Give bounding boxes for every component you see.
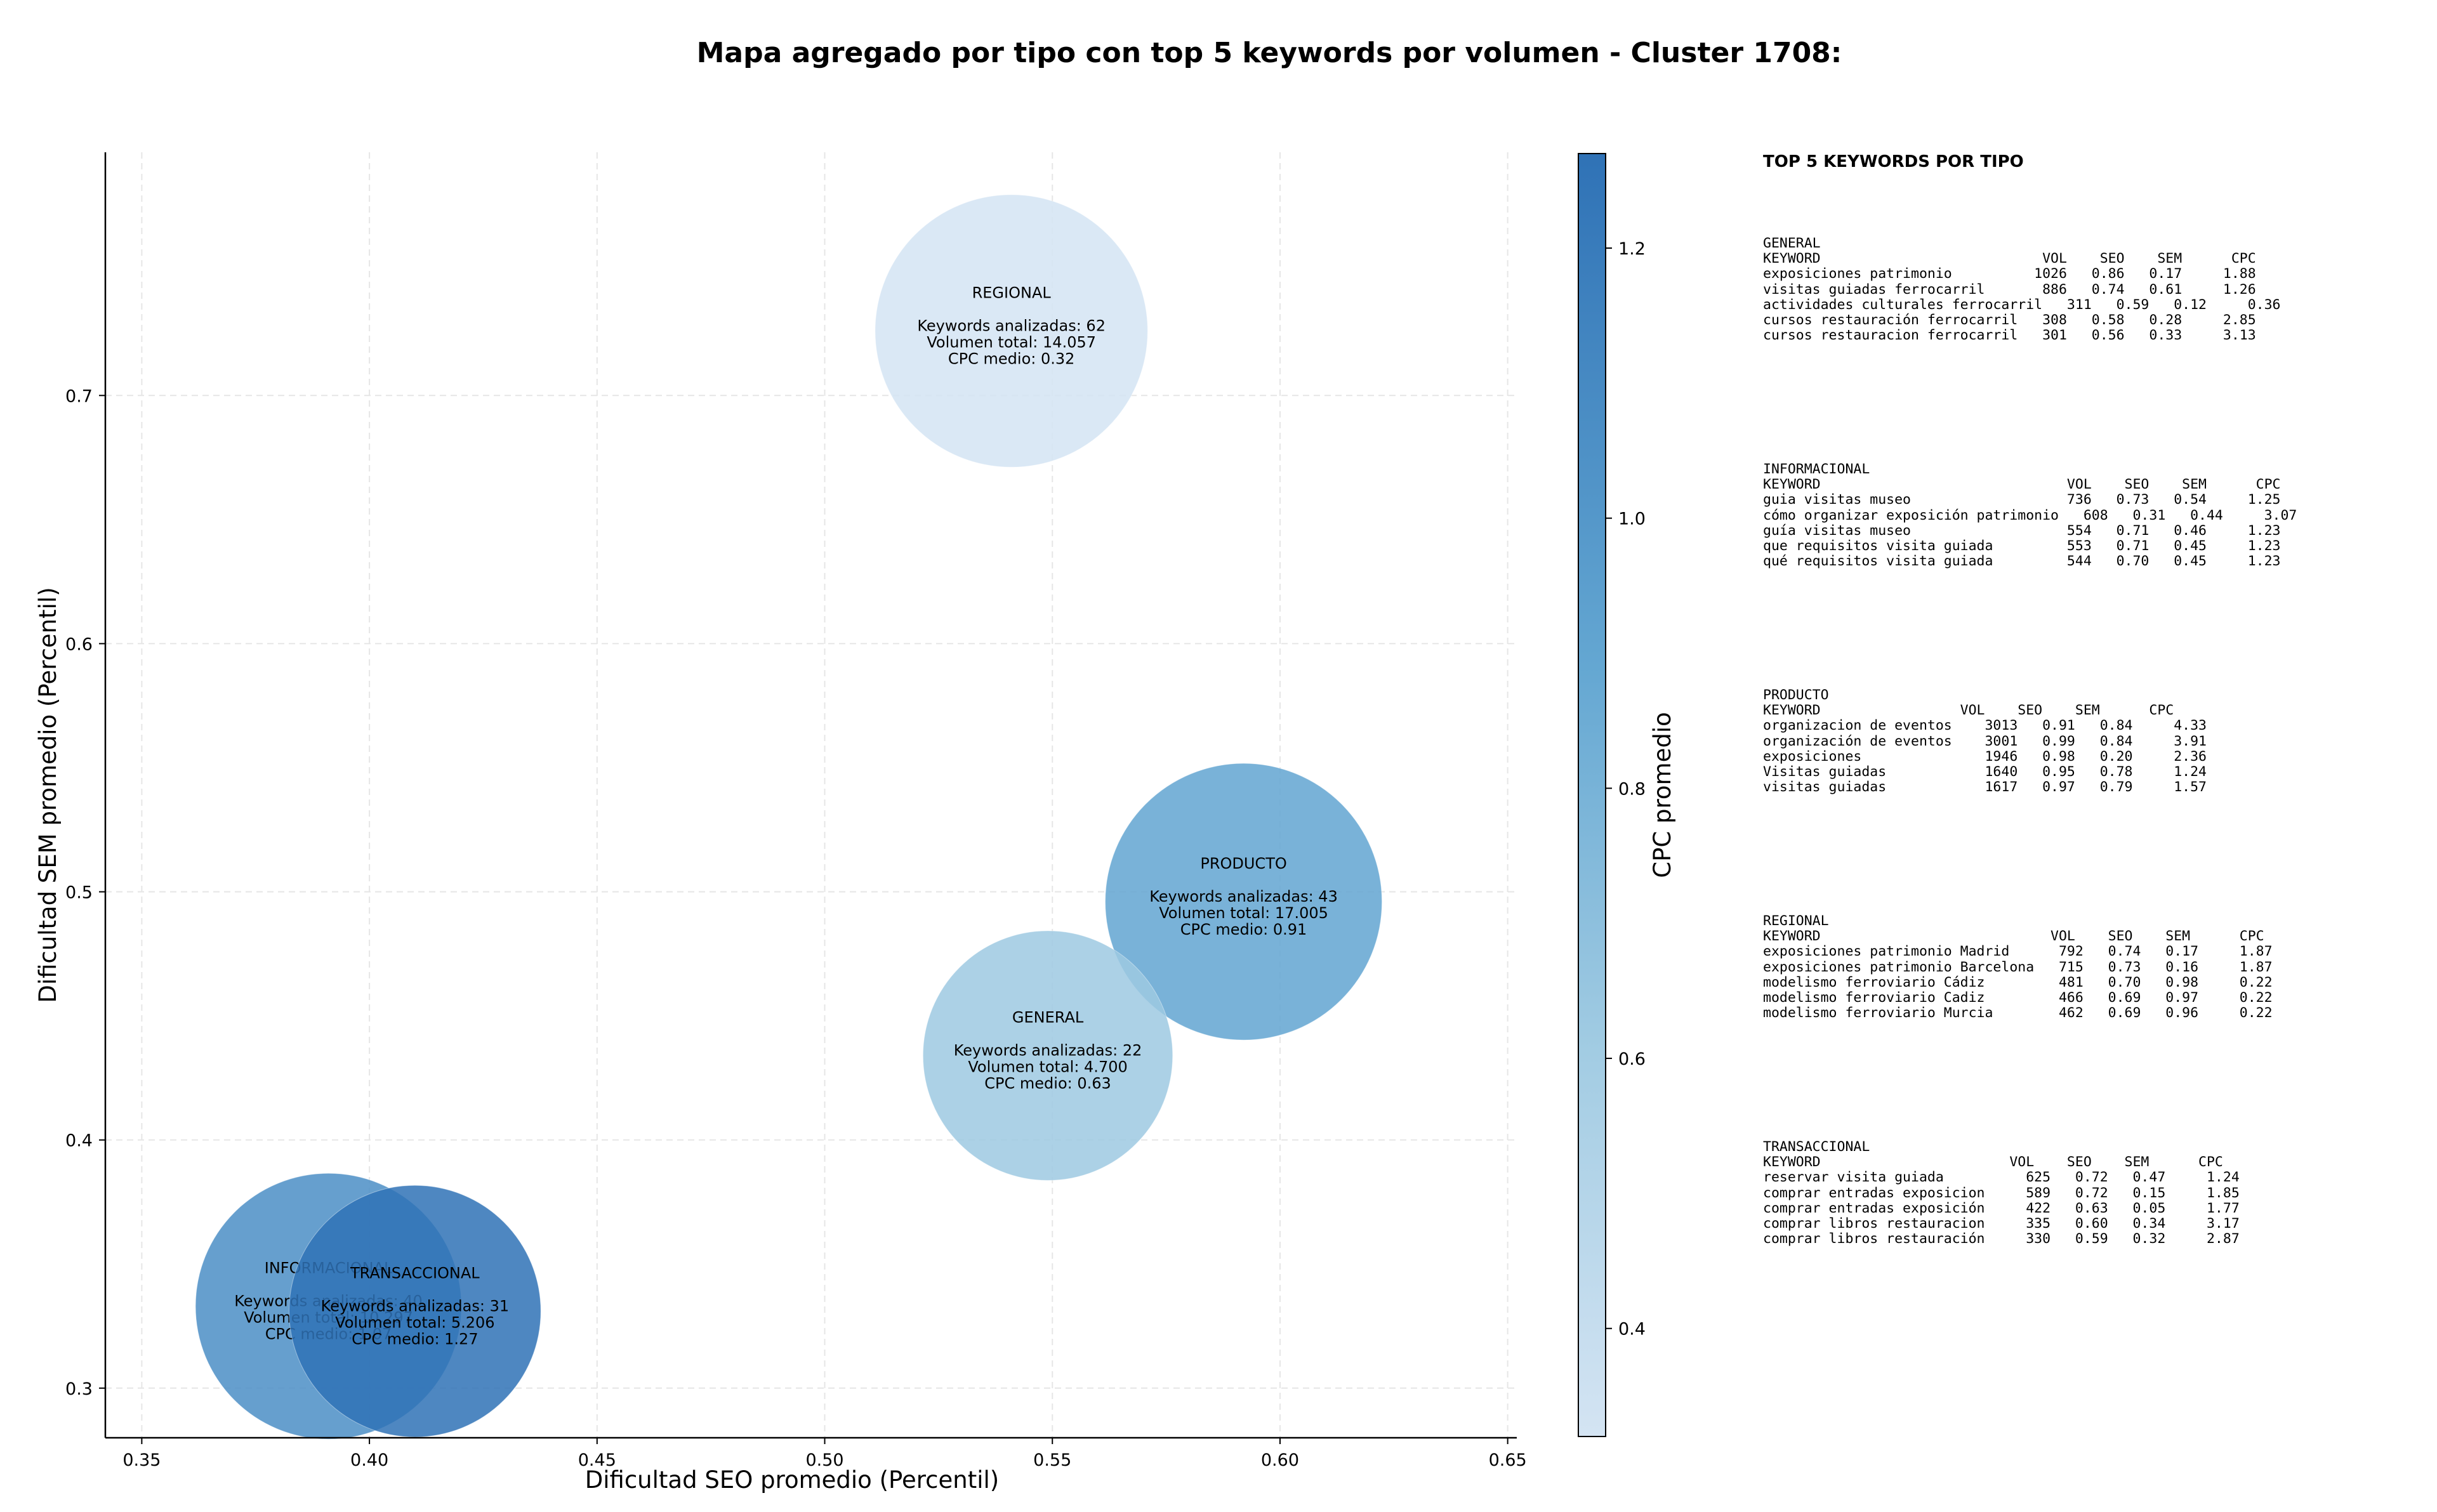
block-header: KEYWORD VOL SEO SEM CPC: [1763, 477, 2281, 493]
y-tick-label: 0.4: [65, 1131, 93, 1151]
keyword-row: modelismo ferroviario Cadiz 466 0.69 0.9…: [1763, 990, 2273, 1006]
keyword-row: actividades culturales ferrocarril 311 0…: [1763, 296, 2281, 313]
block-header: KEYWORD VOL SEO SEM CPC: [1763, 251, 2256, 267]
block-title: PRODUCTO: [1763, 687, 1829, 703]
keyword-row: modelismo ferroviario Cádiz 481 0.70 0.9…: [1763, 974, 2273, 990]
keyword-row: guía visitas museo 554 0.71 0.46 1.23: [1763, 522, 2281, 539]
keyword-row: qué requisitos visita guiada 544 0.70 0.…: [1763, 553, 2281, 570]
keyword-block-regional: REGIONAL KEYWORD VOL SEO SEM CPC exposicio…: [1763, 913, 2423, 1140]
grid-lines: [105, 152, 1517, 1438]
bubble-label-line: CPC medio: 0.63: [984, 1075, 1111, 1093]
keyword-row: cómo organizar exposición patrimonio 608…: [1763, 507, 2297, 523]
block-title: INFORMACIONAL: [1763, 461, 1870, 477]
bubble-label-line: CPC medio: 0.91: [1180, 921, 1307, 938]
keyword-block-transaccional: TRANSACCIONAL KEYWORD VOL SEO SEM CPC rese…: [1763, 1139, 2423, 1365]
block-header: KEYWORD VOL SEO SEM CPC: [1763, 1154, 2223, 1171]
keyword-row: cursos restauracion ferrocarril 301 0.56…: [1763, 327, 2256, 344]
bubble-label-line: Keywords analizadas: 31: [321, 1298, 510, 1315]
keyword-row: exposiciones patrimonio Barcelona 715 0.…: [1763, 959, 2273, 975]
colorbar-tick-label: 1.2: [1618, 239, 1646, 259]
keyword-row: visitas guiadas ferrocarril 886 0.74 0.6…: [1763, 281, 2256, 298]
bubble-label-line: CPC medio: 0.32: [948, 350, 1075, 368]
bubble-label-name: TRANSACCIONAL: [350, 1265, 480, 1282]
y-tick-label: 0.3: [65, 1379, 93, 1399]
keyword-row: comprar libros restauración 330 0.59 0.3…: [1763, 1231, 2240, 1247]
y-tick-label: 0.5: [65, 883, 93, 903]
bubble-label-name: REGIONAL: [972, 284, 1052, 302]
bubble-regional: [875, 194, 1148, 468]
x-tick-label: 0.35: [122, 1450, 161, 1470]
y-axis-label: Dificultad SEM promedio (Percentil): [34, 587, 62, 1003]
x-axis-label: Dificultad SEO promedio (Percentil): [585, 1466, 999, 1494]
bubble-label-line: Volumen total: 14.057: [927, 334, 1096, 352]
block-header: KEYWORD VOL SEO SEM CPC: [1763, 702, 2174, 719]
x-tick-label: 0.40: [350, 1450, 388, 1470]
colorbar-label: CPC promedio: [1649, 712, 1676, 878]
keyword-row: que requisitos visita guiada 553 0.71 0.…: [1763, 538, 2281, 555]
keyword-row: exposiciones 1946 0.98 0.20 2.36: [1763, 748, 2207, 765]
keyword-row: visitas guiadas 1617 0.97 0.79 1.57: [1763, 779, 2207, 796]
bubble-label-line: Keywords analizadas: 22: [954, 1042, 1142, 1060]
panel-title: TOP 5 KEYWORDS POR TIPO: [1763, 152, 2024, 171]
bubble-general: [922, 930, 1173, 1181]
block-header: KEYWORD VOL SEO SEM CPC: [1763, 928, 2264, 945]
keyword-row: exposiciones patrimonio 1026 0.86 0.17 1…: [1763, 266, 2256, 282]
keyword-row: exposiciones patrimonio Madrid 792 0.74 …: [1763, 943, 2273, 960]
chart-title: Mapa agregado por tipo con top 5 keyword…: [696, 37, 1842, 69]
x-tick-label: 0.60: [1261, 1450, 1299, 1470]
x-tick-label: 0.65: [1489, 1450, 1527, 1470]
bubble-label-line: Volumen total: 17.005: [1159, 904, 1328, 922]
bubble-label-name: GENERAL: [1012, 1009, 1084, 1027]
keyword-row: Visitas guiadas 1640 0.95 0.78 1.24: [1763, 764, 2207, 780]
colorbar: 0.4 0.6 0.8 1.0 1.2 CPC promedio: [1578, 153, 1676, 1437]
colorbar-tick-label: 0.4: [1618, 1320, 1646, 1339]
keyword-block-producto: PRODUCTO KEYWORD VOL SEO SEM CPC organizac…: [1763, 687, 2423, 914]
keyword-row: organizacion de eventos 3013 0.91 0.84 4…: [1763, 718, 2207, 734]
keyword-block-informacional: INFORMACIONAL KEYWORD VOL SEO SEM CPC guia…: [1763, 461, 2423, 688]
keyword-row: organización de eventos 3001 0.99 0.84 3…: [1763, 733, 2207, 749]
bubble-label-line: Keywords analizadas: 43: [1149, 888, 1338, 905]
bubble-label-line: Volumen total: 4.700: [968, 1058, 1127, 1076]
bubble-label-line: CPC medio: 1.27: [352, 1331, 479, 1348]
block-title: GENERAL: [1763, 235, 1821, 251]
colorbar-gradient: [1578, 153, 1606, 1437]
keyword-row: comprar libros restauracion 335 0.60 0.3…: [1763, 1216, 2240, 1232]
x-tick-label: 0.55: [1033, 1450, 1071, 1470]
keyword-row: comprar entradas exposición 422 0.63 0.0…: [1763, 1200, 2240, 1216]
keyword-row: comprar entradas exposicion 589 0.72 0.1…: [1763, 1185, 2240, 1201]
keyword-row: guia visitas museo 736 0.73 0.54 1.25: [1763, 492, 2281, 508]
keyword-block-general: GENERAL KEYWORD VOL SEO SEM CPC exposicion…: [1763, 235, 2423, 462]
y-tick-label: 0.6: [65, 634, 93, 654]
bubble-label-name: PRODUCTO: [1200, 855, 1286, 872]
keyword-row: cursos restauración ferrocarril 308 0.58…: [1763, 312, 2256, 329]
bubble-producto: [1105, 763, 1383, 1041]
keyword-row: modelismo ferroviario Murcia 462 0.69 0.…: [1763, 1005, 2273, 1022]
block-title: TRANSACCIONAL: [1763, 1139, 1870, 1155]
bubble-label-line: Volumen total: 5.206: [335, 1314, 494, 1332]
colorbar-tick-label: 0.8: [1618, 779, 1646, 799]
x-tick-label: 0.45: [578, 1450, 616, 1470]
keyword-row: reservar visita guiada 625 0.72 0.47 1.2…: [1763, 1169, 2240, 1186]
x-tick-label: 0.50: [805, 1450, 843, 1470]
colorbar-tick-label: 1.0: [1618, 509, 1646, 529]
keywords-panel: TOP 5 KEYWORDS POR TIPO GENERAL KEYWORD V…: [1763, 152, 2423, 1365]
colorbar-tick-label: 0.6: [1618, 1049, 1646, 1069]
block-title: REGIONAL: [1763, 913, 1829, 929]
bubble-label-line: Keywords analizadas: 62: [917, 317, 1106, 335]
axes: 0.35 0.40 0.45 0.50 0.55 0.60 0.65 0.3 0.4 0.5 0.6…: [34, 152, 1527, 1494]
y-tick-label: 0.7: [65, 386, 93, 406]
